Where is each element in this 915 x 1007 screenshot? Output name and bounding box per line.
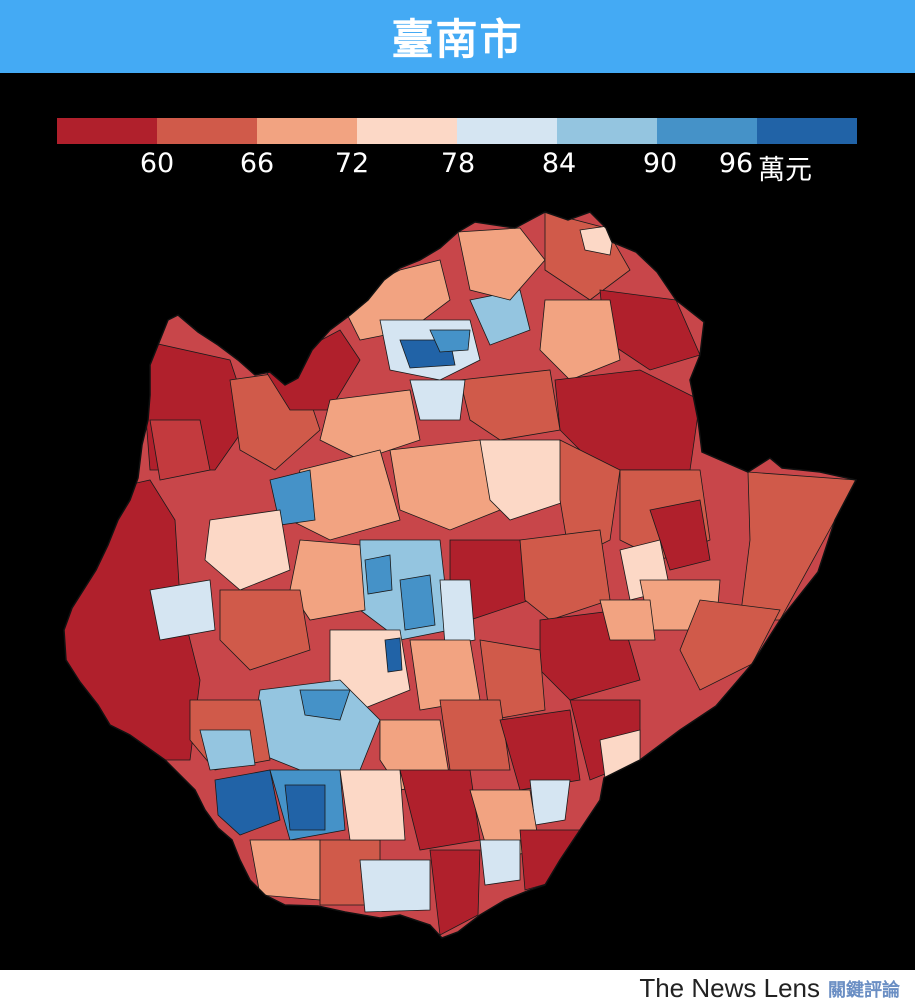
page-title: 臺南市 (391, 15, 524, 64)
legend-tick: 96 (718, 148, 754, 179)
footer-bar: The News Lens 關鍵評論 (0, 970, 915, 1007)
brand-name-en: The News Lens (639, 973, 820, 1003)
legend-swatch-2 (157, 118, 257, 144)
color-legend (57, 118, 857, 144)
header-bar: 臺南市 (0, 0, 915, 73)
legend-swatch-6 (557, 118, 657, 144)
legend-swatch-1 (57, 118, 157, 144)
legend-tick: 72 (334, 148, 370, 179)
legend-tick: 90 (642, 148, 678, 179)
legend-swatch-7 (657, 118, 757, 144)
brand-name-zh: 關鍵評論 (828, 979, 900, 1001)
brand-logo: The News Lens 關鍵評論 (639, 970, 900, 1007)
choropleth-map (63, 211, 857, 939)
legend-tick: 78 (440, 148, 476, 179)
legend-swatch-5 (457, 118, 557, 144)
legend-swatch-3 (257, 118, 357, 144)
legend-swatch-8 (757, 118, 857, 144)
legend-unit: 萬元 (758, 155, 812, 186)
legend-tick: 84 (541, 148, 577, 179)
legend-swatch-4 (357, 118, 457, 144)
legend-tick: 60 (139, 148, 175, 179)
legend-tick: 66 (239, 148, 275, 179)
